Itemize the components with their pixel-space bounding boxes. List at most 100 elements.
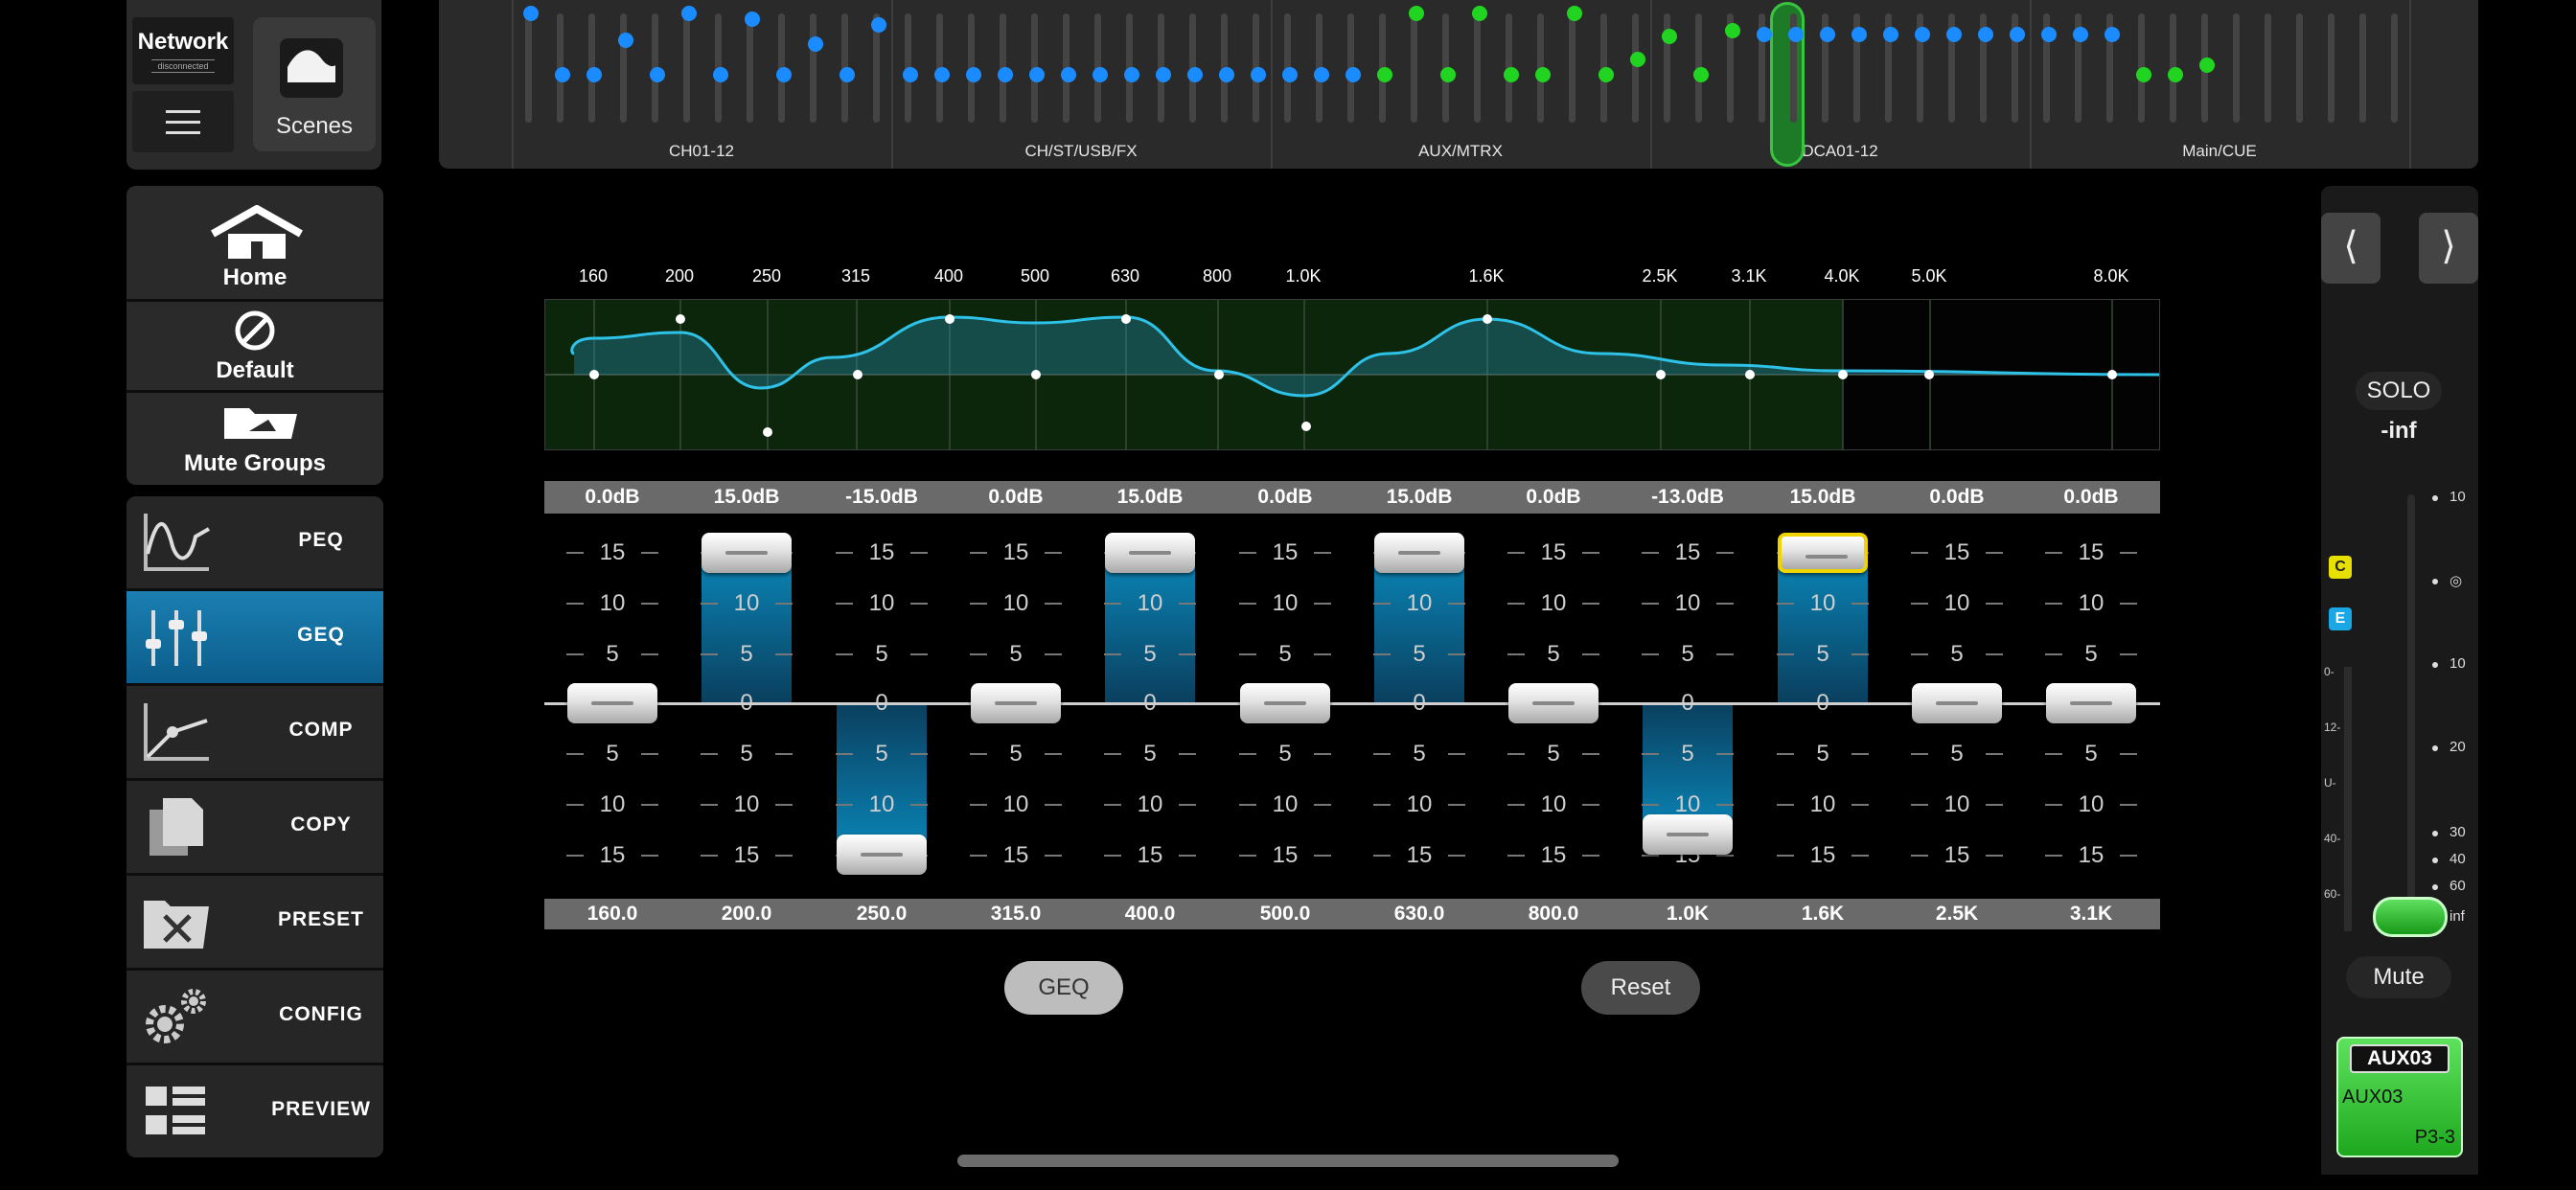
- channel-fader-slot[interactable]: [2106, 13, 2113, 123]
- geq-band-fader[interactable]: [1912, 683, 2002, 723]
- channel-fader-slot[interactable]: [1853, 13, 1860, 123]
- hamburger-icon: [166, 110, 200, 134]
- channel-card[interactable]: AUX03 AUX03 P3-3: [2336, 1037, 2463, 1157]
- geq-band-fader[interactable]: [1105, 532, 1195, 573]
- geq-band-fader[interactable]: [1643, 813, 1733, 855]
- reset-button[interactable]: Reset: [1581, 961, 1700, 1015]
- geq-scale-mark: 5: [836, 743, 928, 766]
- geq-button[interactable]: GEQ: [1004, 961, 1123, 1015]
- channel-fader-slot[interactable]: [1569, 13, 1576, 123]
- eq-band-point: [1301, 422, 1311, 431]
- tool-peq-label: PEQ: [298, 529, 344, 551]
- channel-fader-slot[interactable]: [1411, 13, 1417, 123]
- section-label[interactable]: AUX/MTRX: [1418, 142, 1503, 160]
- channel-level-dot: [1504, 67, 1519, 82]
- geq-scale-mark: 10: [2045, 592, 2137, 615]
- channel-fader-slot[interactable]: [2075, 13, 2082, 123]
- section-label[interactable]: DCA01-12: [1802, 142, 1878, 160]
- tool-geq[interactable]: GEQ: [126, 591, 383, 686]
- geq-scale-mark: 10: [701, 793, 793, 816]
- tool-comp[interactable]: COMP: [126, 686, 383, 781]
- home-indicator[interactable]: [957, 1155, 1619, 1167]
- channel-fader-slot[interactable]: [1632, 13, 1639, 123]
- geq-scale-mark: 15: [2045, 844, 2137, 867]
- channel-card-id: P3-3: [2414, 1127, 2455, 1148]
- geq-band-fader[interactable]: [2046, 683, 2136, 723]
- menu-button[interactable]: [132, 91, 234, 152]
- channel-fader-slot[interactable]: [2012, 13, 2018, 123]
- tool-config-label: CONFIG: [279, 1003, 363, 1025]
- network-status-button[interactable]: Network disconnected: [132, 17, 234, 84]
- geq-scale-mark: 10: [1777, 592, 1869, 615]
- section-label[interactable]: CH/ST/USB/FX: [1024, 142, 1138, 160]
- channel-fader-slot[interactable]: [1474, 13, 1481, 123]
- channel-level-dot: [2073, 27, 2088, 42]
- channel-fader-slot[interactable]: [683, 13, 690, 123]
- channel-fader-slot[interactable]: [2391, 13, 2398, 123]
- channel-fader-slot[interactable]: [1917, 13, 1923, 123]
- tool-config[interactable]: CONFIG: [126, 971, 383, 1065]
- section-label[interactable]: CH01-12: [668, 142, 735, 160]
- channel-level-dot: [1219, 67, 1234, 82]
- geq-band-fader[interactable]: [1240, 683, 1330, 723]
- channel-fader-slot[interactable]: [810, 13, 816, 123]
- geq-scale-mark: 5: [1507, 743, 1599, 766]
- geq-scale-mark: 15: [1239, 844, 1331, 867]
- section-label[interactable]: Main/CUE: [2182, 142, 2257, 160]
- mute-button[interactable]: Mute: [2346, 956, 2451, 998]
- default-button[interactable]: Default: [126, 302, 383, 393]
- channel-fader-slot[interactable]: [525, 13, 532, 123]
- channel-fader-knob[interactable]: [2373, 897, 2448, 937]
- band-gain-value: 0.0dB: [1526, 486, 1581, 508]
- geq-scale-mark: 10: [701, 592, 793, 615]
- curve-freq-label: 3.1K: [1731, 266, 1767, 286]
- fader-scale-10: 10: [2432, 655, 2466, 672]
- channel-fader-slot[interactable]: [1822, 13, 1828, 123]
- home-button[interactable]: Home: [126, 186, 383, 302]
- channel-fader-slot[interactable]: [747, 13, 753, 123]
- channel-fader-slot[interactable]: [1664, 13, 1670, 123]
- channel-fader-slot[interactable]: [2328, 13, 2334, 123]
- geq-band-fader[interactable]: [1508, 683, 1598, 723]
- geq-band-fader[interactable]: [1778, 532, 1868, 573]
- prev-channel-button[interactable]: ⟨: [2321, 213, 2380, 284]
- eq-band-point: [1031, 370, 1041, 379]
- channel-level-dot: [1630, 52, 1645, 67]
- channel-fader-track[interactable]: [2407, 494, 2415, 935]
- solo-button[interactable]: SOLO: [2356, 372, 2442, 410]
- tool-comp-label: COMP: [288, 719, 354, 741]
- channel-fader-slot[interactable]: [2265, 13, 2271, 123]
- channel-level-dot: [1029, 67, 1045, 82]
- geq-scale-mark: 5: [1777, 743, 1869, 766]
- channel-fader-slot[interactable]: [1727, 13, 1734, 123]
- geq-scale-mark: 15: [970, 541, 1062, 564]
- geq-band-fader[interactable]: [1374, 532, 1464, 573]
- tool-copy[interactable]: COPY: [126, 781, 383, 876]
- channel-level-dot: [998, 67, 1013, 82]
- geq-band-fader[interactable]: [837, 834, 927, 875]
- band-frequency: 200.0: [721, 903, 772, 925]
- tool-preview[interactable]: PREVIEW: [126, 1065, 383, 1157]
- tool-preset[interactable]: PRESET: [126, 876, 383, 971]
- channel-fader-slot[interactable]: [1759, 13, 1765, 123]
- channel-overview-strip[interactable]: CH01-12 CH/ST/USB/FX AUX/MTRX DCA01-12 Main/…: [439, 0, 2478, 169]
- channel-fader-slot[interactable]: [1790, 13, 1797, 123]
- channel-fader-slot[interactable]: [1980, 13, 1987, 123]
- channel-level-dot: [1282, 67, 1298, 82]
- channel-fader-slot[interactable]: [2359, 13, 2366, 123]
- channel-fader-slot[interactable]: [620, 13, 627, 123]
- tool-peq[interactable]: PEQ: [126, 496, 383, 591]
- channel-fader-slot[interactable]: [2043, 13, 2050, 123]
- channel-level-dot: [650, 67, 665, 82]
- geq-band-fader[interactable]: [567, 683, 657, 723]
- channel-fader-slot[interactable]: [1948, 13, 1955, 123]
- channel-fader-slot[interactable]: [2233, 13, 2240, 123]
- channel-fader-slot[interactable]: [2296, 13, 2303, 123]
- geq-scale-mark: 5: [1911, 643, 2003, 666]
- mute-groups-button[interactable]: Mute Groups: [126, 393, 383, 485]
- next-channel-button[interactable]: ⟩: [2419, 213, 2478, 284]
- channel-fader-slot[interactable]: [873, 13, 880, 123]
- geq-band-fader[interactable]: [971, 683, 1061, 723]
- geq-band-fader[interactable]: [702, 532, 792, 573]
- channel-fader-slot[interactable]: [1885, 13, 1892, 123]
